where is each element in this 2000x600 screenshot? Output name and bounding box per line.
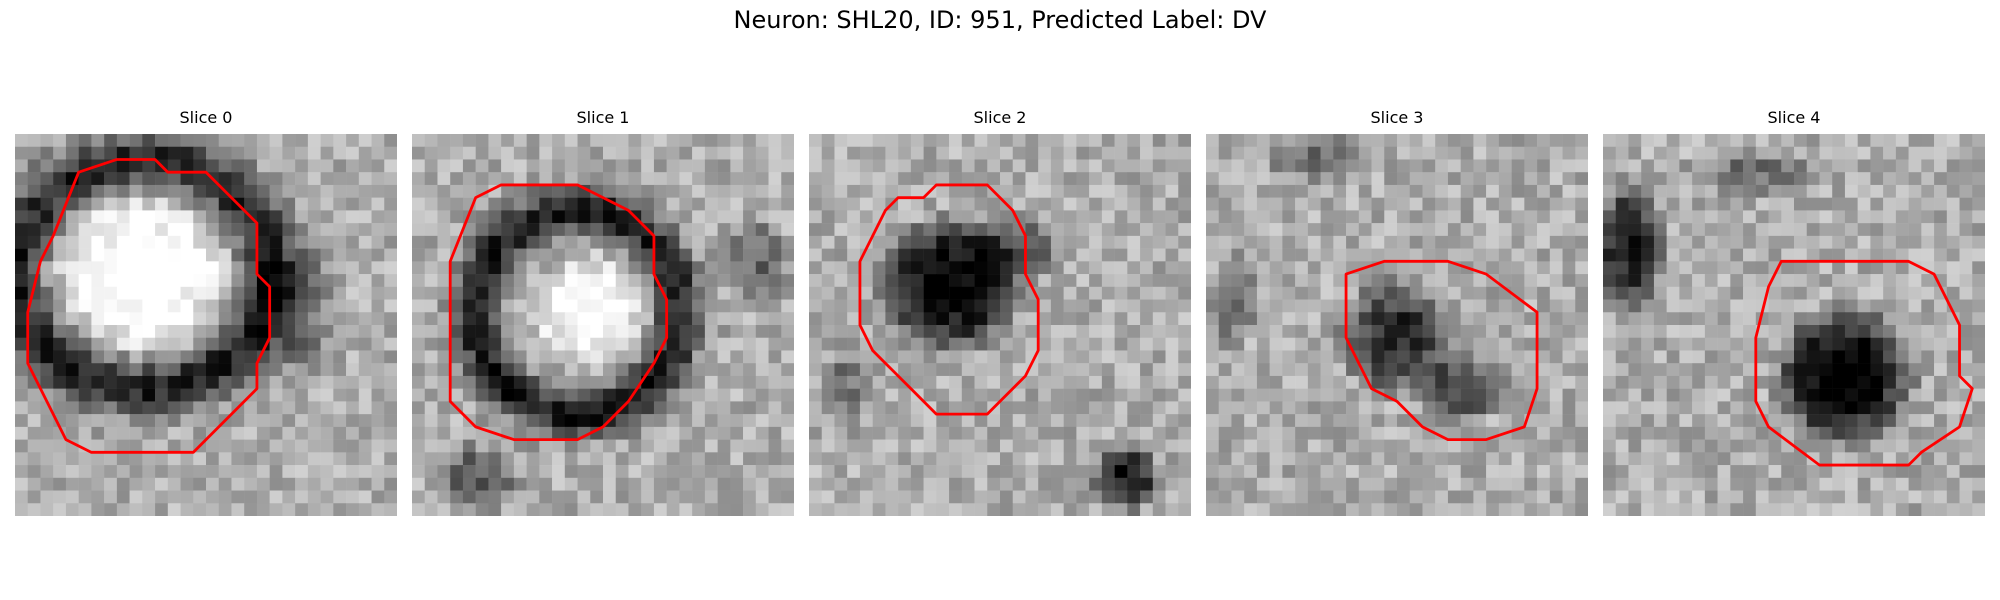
contour-outline-0 — [26, 158, 272, 454]
slice-title-0: Slice 0 — [179, 108, 233, 127]
slice-image-3 — [1206, 134, 1588, 516]
slice-title-1: Slice 1 — [576, 108, 630, 127]
grayscale-patch-2 — [809, 134, 1191, 516]
contour-outline-3 — [1344, 259, 1539, 442]
slice-title-3: Slice 3 — [1370, 108, 1424, 127]
slice-image-1 — [412, 134, 794, 516]
grayscale-patch-3 — [1206, 134, 1588, 516]
contour-outline-2 — [858, 183, 1040, 416]
grayscale-patch-4 — [1603, 134, 1985, 516]
grayscale-patch-0 — [15, 134, 397, 516]
slice-image-2 — [809, 134, 1191, 516]
contour-outline-1 — [448, 183, 669, 442]
slice-image-4 — [1603, 134, 1985, 516]
slice-image-0 — [15, 134, 397, 516]
contour-outline-4 — [1754, 259, 1974, 467]
grayscale-patch-1 — [412, 134, 794, 516]
figure-title: Neuron: SHL20, ID: 951, Predicted Label:… — [733, 6, 1267, 34]
slice-title-4: Slice 4 — [1767, 108, 1821, 127]
slice-title-2: Slice 2 — [973, 108, 1027, 127]
